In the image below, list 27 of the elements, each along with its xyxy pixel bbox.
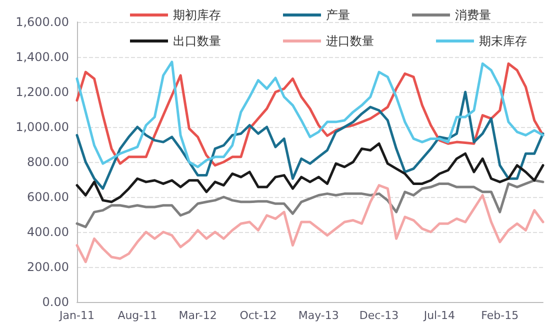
x-tick-label: May-13 <box>298 309 339 322</box>
x-tick-label: Jul-14 <box>422 309 456 322</box>
x-tick-label: Feb-15 <box>481 309 519 322</box>
x-tick-label: Jan-11 <box>58 309 94 322</box>
y-tick-label: 200.00 <box>27 260 69 274</box>
x-tick-label: Dec-13 <box>359 309 399 322</box>
y-tick-label: 800.00 <box>27 155 69 169</box>
y-tick-label: 1,200.00 <box>16 85 69 99</box>
line-series <box>76 142 544 204</box>
legend-label: 产量 <box>326 8 350 22</box>
x-tick-label: Mar-12 <box>178 309 217 322</box>
y-tick-label: 1,400.00 <box>16 50 69 64</box>
line-series <box>76 184 544 264</box>
line-series <box>76 90 544 190</box>
legend-label: 消费量 <box>455 8 491 22</box>
legend-label: 期初库存 <box>173 8 221 22</box>
y-tick-label: 400.00 <box>27 225 69 239</box>
x-tick-label: Aug-11 <box>118 309 158 322</box>
x-tick-label: Oct-12 <box>240 309 277 322</box>
legend-label: 进口数量 <box>326 34 374 48</box>
y-tick-label: 0.00 <box>42 295 69 309</box>
legend-label: 出口数量 <box>173 34 221 48</box>
y-tick-label: 1,000.00 <box>16 120 69 134</box>
y-tick-label: 1,600.00 <box>16 15 69 29</box>
y-tick-label: 600.00 <box>27 190 69 204</box>
line-series <box>76 179 544 228</box>
legend-label: 期末库存 <box>479 34 527 48</box>
